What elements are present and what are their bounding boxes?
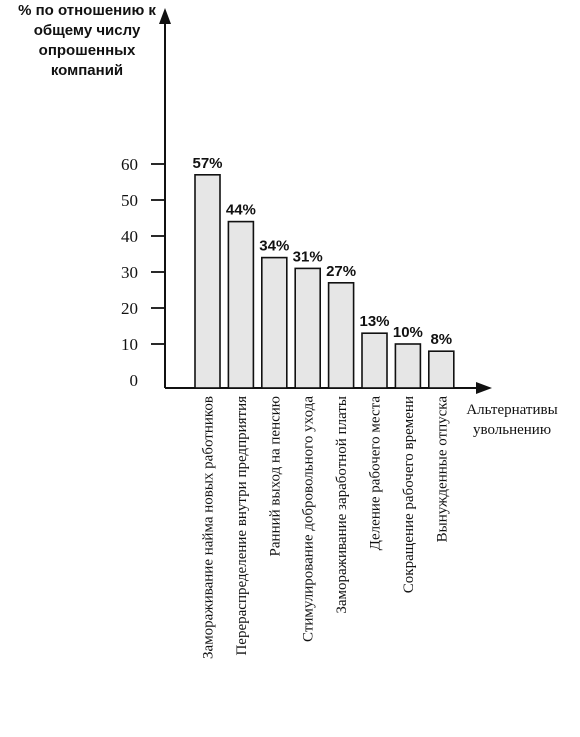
y-tick-label: 30 — [121, 263, 138, 282]
category-label: Замораживание найма новых работников — [201, 396, 217, 659]
y-axis-label-line-4: компаний — [50, 62, 124, 79]
value-label: 27% — [326, 263, 356, 280]
category-label: Стимулирование добровольного ухода — [301, 396, 317, 642]
x-axis-arrow-icon — [476, 382, 492, 394]
y-tick-label: 0 — [130, 371, 139, 390]
y-ticks: 0 10 20 30 40 50 60 — [121, 155, 165, 390]
y-tick-label: 40 — [121, 227, 138, 246]
y-tick-label: 20 — [121, 299, 138, 318]
bars — [194, 174, 455, 389]
value-label: 57% — [192, 155, 222, 172]
bar — [260, 256, 288, 389]
category-labels: Замораживание найма новых работников Пере… — [201, 396, 451, 659]
category-label: Вынужденные отпуска — [434, 396, 450, 543]
bar — [327, 281, 355, 389]
y-tick-label: 10 — [121, 335, 138, 354]
value-labels: 57% 44% 34%31%27% 13%10% 8% — [192, 155, 452, 348]
value-label: 44% — [226, 202, 256, 219]
category-label: Замораживание заработной платы — [334, 396, 350, 614]
y-tick-label: 50 — [121, 191, 138, 210]
y-axis-label-line-3: опрошенных — [38, 42, 136, 59]
bar — [427, 350, 455, 389]
value-label: 34% — [259, 238, 289, 255]
category-label: Ранний выход на пенсию — [267, 396, 283, 556]
y-tick-label: 60 — [121, 155, 138, 174]
value-label: 13% — [359, 313, 389, 330]
bar — [394, 343, 422, 389]
value-label: 8% — [430, 331, 452, 348]
bar — [227, 220, 255, 389]
y-axis-label-line-2: общему числу — [33, 22, 141, 39]
category-label: Сокращение рабочего времени — [401, 396, 417, 593]
value-label: 10% — [393, 324, 423, 341]
x-axis-label-line-1: Альтернативы — [466, 402, 558, 418]
y-axis-arrow-icon — [159, 8, 171, 24]
bar — [294, 267, 322, 389]
category-label: Деление рабочего места — [368, 396, 384, 551]
x-axis-label-line-2: увольнению — [472, 422, 552, 438]
bar — [361, 332, 388, 389]
y-axis-label-line-1: % по отношению к — [18, 2, 156, 19]
bar — [194, 174, 221, 389]
value-label: 31% — [293, 248, 323, 265]
category-label: Перераспределение внутри предприятия — [234, 396, 250, 656]
